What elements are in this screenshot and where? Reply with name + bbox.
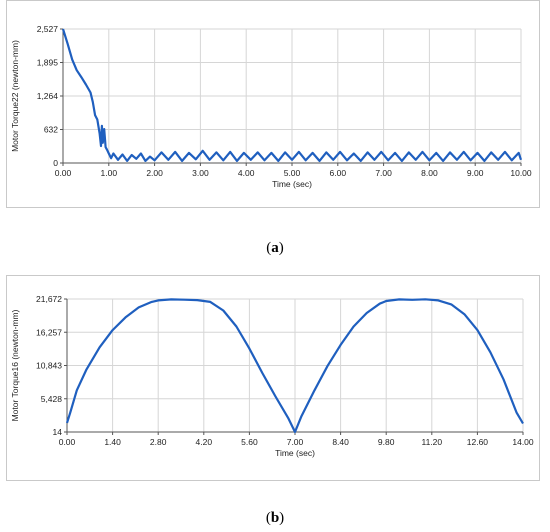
chart-a: 0.00 1.00 2.00 3.00 4.00 5.00 6.00 7.00 8.00 9.00… xyxy=(10,24,532,189)
y-tick-label: 2,527 xyxy=(37,24,59,34)
y-tick-label: 21,672 xyxy=(36,294,62,304)
x-tick-label: 5.60 xyxy=(241,437,258,447)
x-tick-label: 2.00 xyxy=(146,168,163,178)
x-tick-label: 0.00 xyxy=(55,168,72,178)
y-tick-label: 1,264 xyxy=(37,91,59,101)
y-tick-label: 1,895 xyxy=(37,58,59,68)
series-line-torque22 xyxy=(61,28,523,162)
y-axis-label: Motor Torque22 (newton-mm) xyxy=(10,40,20,152)
series-line-torque16 xyxy=(65,298,524,434)
x-tick-label: 4.20 xyxy=(196,437,213,447)
x-tick-label: 6.00 xyxy=(330,168,347,178)
x-tick-label: 7.00 xyxy=(287,437,304,447)
x-tick-label: 1.40 xyxy=(104,437,121,447)
caption-a: (a) xyxy=(0,240,550,257)
y-tick-label: 0 xyxy=(53,158,58,168)
x-tick-label: 4.00 xyxy=(238,168,255,178)
x-tick-label: 14.00 xyxy=(512,437,534,447)
x-tick-label: 5.00 xyxy=(284,168,301,178)
x-tick-label: 7.00 xyxy=(375,168,392,178)
caption-a-letter: a xyxy=(271,240,279,256)
x-axis-label: Time (sec) xyxy=(275,448,315,458)
chart-panel-b: 0.00 1.40 2.80 4.20 5.60 7.00 8.40 9.80 11.20 12.… xyxy=(6,275,540,481)
x-tick-label: 3.00 xyxy=(192,168,209,178)
x-tick-label: 9.00 xyxy=(467,168,484,178)
x-axis-label: Time (sec) xyxy=(272,179,312,189)
y-tick-label: 16,257 xyxy=(36,327,62,337)
y-tick-label: 10,843 xyxy=(36,361,62,371)
x-tick-label: 8.40 xyxy=(332,437,349,447)
caption-a-open: ( xyxy=(266,240,272,256)
x-tick-label: 12.60 xyxy=(467,437,489,447)
y-axis-label: Motor Torque16 (newton-mm) xyxy=(10,309,20,421)
caption-b-letter: b xyxy=(270,510,280,526)
caption-b-close: ) xyxy=(279,510,285,526)
x-tick-label: 10.00 xyxy=(510,168,532,178)
x-tick-label: 11.20 xyxy=(421,437,442,447)
y-tick-label: 14 xyxy=(53,427,63,437)
x-tick-label: 2.80 xyxy=(150,437,167,447)
chart-b: 0.00 1.40 2.80 4.20 5.60 7.00 8.40 9.80 11.20 12.… xyxy=(10,294,534,458)
y-tick-label: 632 xyxy=(44,125,58,135)
x-tick-label: 1.00 xyxy=(101,168,118,178)
x-tick-label: 8.00 xyxy=(421,168,438,178)
x-tick-label: 0.00 xyxy=(59,437,76,447)
caption-b-open: ( xyxy=(265,510,271,526)
caption-b: (b) xyxy=(0,510,550,527)
chart-panel-a: 0.00 1.00 2.00 3.00 4.00 5.00 6.00 7.00 8.00 9.00… xyxy=(6,0,540,208)
x-tick-label: 9.80 xyxy=(378,437,395,447)
y-tick-label: 5,428 xyxy=(41,394,63,404)
caption-a-close: ) xyxy=(278,240,284,256)
